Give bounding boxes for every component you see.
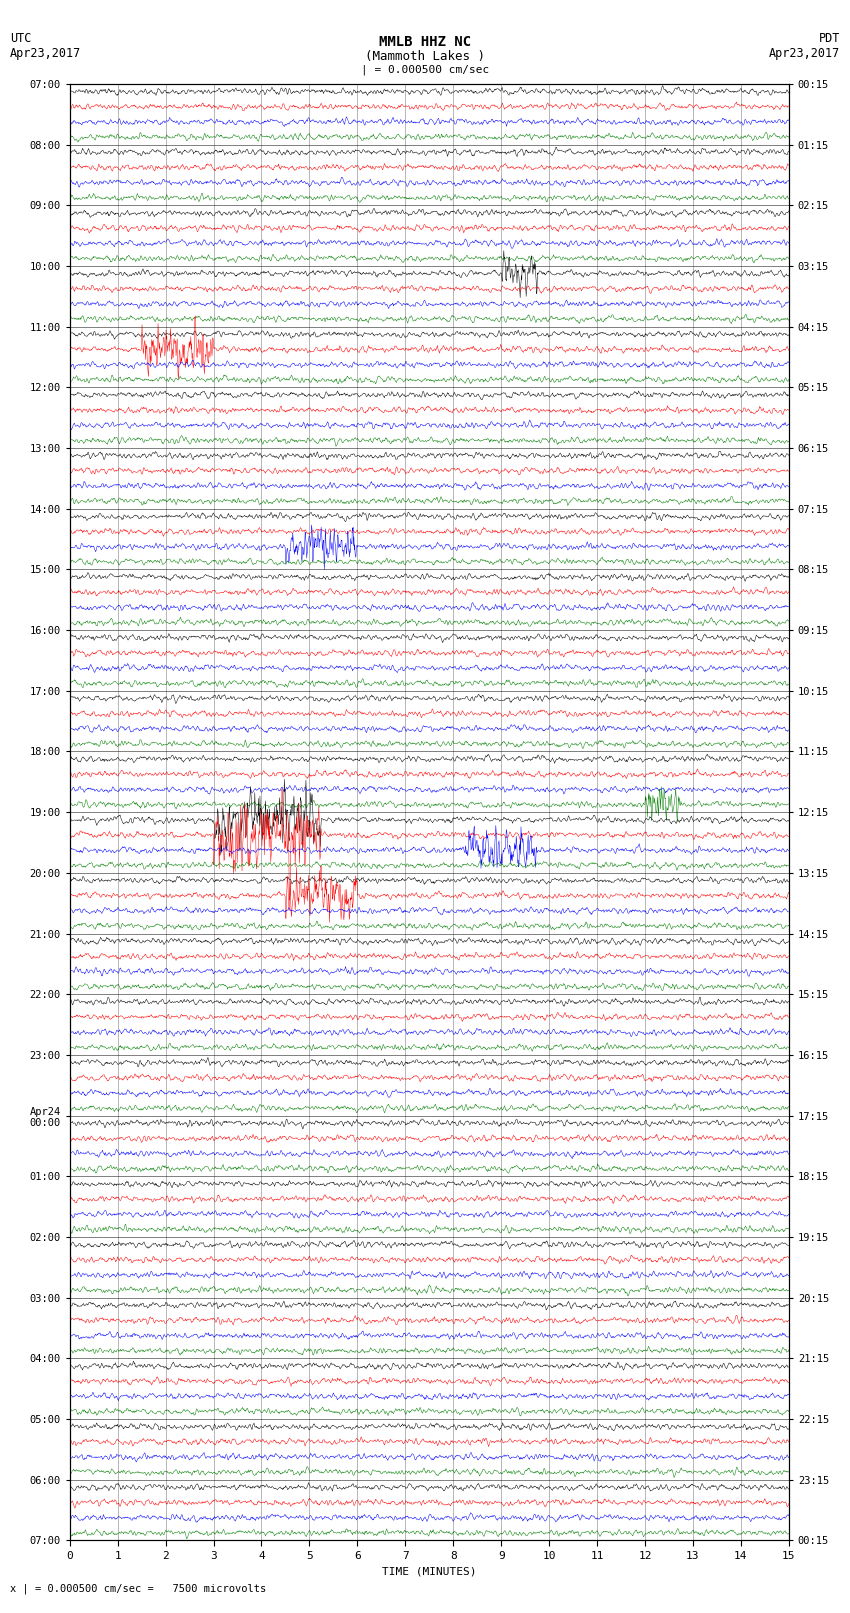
X-axis label: TIME (MINUTES): TIME (MINUTES)	[382, 1566, 477, 1576]
Text: Apr23,2017: Apr23,2017	[10, 47, 82, 60]
Text: Apr23,2017: Apr23,2017	[768, 47, 840, 60]
Text: x | = 0.000500 cm/sec =   7500 microvolts: x | = 0.000500 cm/sec = 7500 microvolts	[10, 1582, 266, 1594]
Text: PDT: PDT	[819, 32, 840, 45]
Text: MMLB HHZ NC: MMLB HHZ NC	[379, 35, 471, 50]
Text: | = 0.000500 cm/sec: | = 0.000500 cm/sec	[361, 65, 489, 76]
Text: (Mammoth Lakes ): (Mammoth Lakes )	[365, 50, 485, 63]
Text: UTC: UTC	[10, 32, 31, 45]
